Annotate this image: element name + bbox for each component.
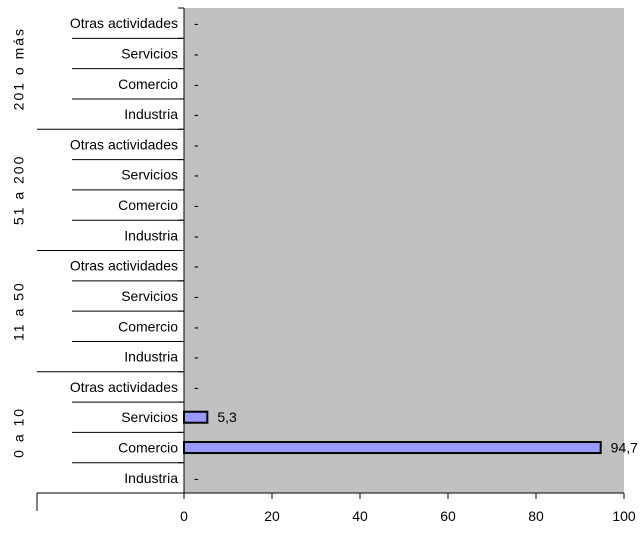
- category-label: Otras actividades: [70, 136, 178, 152]
- group-label: 51 a 200: [11, 155, 27, 226]
- bar: [183, 441, 602, 455]
- x-tick-label: 20: [264, 508, 280, 524]
- category-label: Servicios: [121, 288, 178, 304]
- data-label: -: [194, 45, 199, 61]
- data-label: -: [194, 379, 199, 395]
- data-label: -: [194, 15, 199, 31]
- axes-layer: [36, 7, 625, 511]
- data-label: 94,7: [611, 440, 638, 456]
- category-label: Otras actividades: [70, 379, 178, 395]
- category-label: Comercio: [118, 318, 178, 334]
- data-label: -: [194, 318, 199, 334]
- bars-layer: [183, 410, 602, 455]
- x-tick-label: 40: [352, 508, 368, 524]
- data-label: -: [194, 136, 199, 152]
- category-label: Industria: [124, 227, 178, 243]
- group-label: 11 a 50: [11, 281, 27, 341]
- category-label: Comercio: [118, 440, 178, 456]
- data-label: -: [194, 288, 199, 304]
- plot-area: [184, 8, 624, 493]
- data-label: -: [194, 167, 199, 183]
- x-tick-label: 100: [612, 508, 636, 524]
- x-tick-label: 60: [440, 508, 456, 524]
- category-label: Servicios: [121, 45, 178, 61]
- category-label: Comercio: [118, 197, 178, 213]
- category-label: Otras actividades: [70, 258, 178, 274]
- category-label: Servicios: [121, 409, 178, 425]
- bar: [183, 410, 209, 424]
- data-label: -: [194, 349, 199, 365]
- category-label: Comercio: [118, 76, 178, 92]
- data-label: -: [194, 227, 199, 243]
- data-label: -: [194, 197, 199, 213]
- category-label: Otras actividades: [70, 15, 178, 31]
- category-label: Industria: [124, 470, 178, 486]
- group-label: 201 o más: [11, 27, 27, 110]
- category-label: Industria: [124, 106, 178, 122]
- group-label: 0 a 10: [11, 407, 27, 458]
- category-label: Industria: [124, 349, 178, 365]
- data-label: -: [194, 258, 199, 274]
- data-label: -: [194, 76, 199, 92]
- data-label: -: [194, 106, 199, 122]
- x-tick-label: 0: [180, 508, 188, 524]
- category-label: Servicios: [121, 167, 178, 183]
- data-label: -: [194, 470, 199, 486]
- x-tick-label: 80: [528, 508, 544, 524]
- data-label: 5,3: [217, 409, 237, 425]
